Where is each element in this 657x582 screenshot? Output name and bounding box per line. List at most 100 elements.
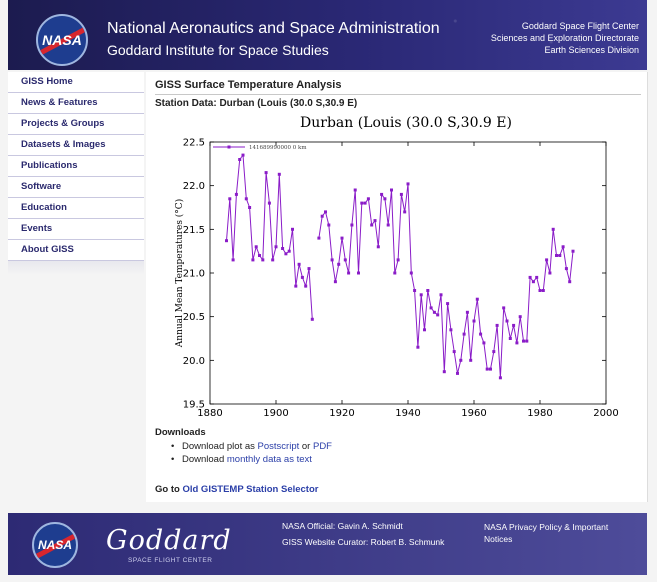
nasa-logo-icon[interactable]: NASA (36, 14, 88, 66)
data-point (304, 284, 308, 288)
data-point (548, 271, 552, 275)
x-tick-label: 1920 (329, 408, 354, 416)
monthly-data-link[interactable]: monthly data as text (226, 454, 312, 465)
agency-title[interactable]: National Aeronautics and Space Administr… (107, 20, 440, 37)
y-tick-label: 22.5 (183, 138, 205, 149)
download-plot-text: Download plot as (182, 441, 258, 452)
nav-item-education[interactable]: Education (8, 198, 144, 219)
x-tick-label: 1980 (527, 408, 552, 416)
header-right-line[interactable]: Earth Sciences Division (544, 45, 639, 55)
data-point (393, 271, 397, 275)
logo-text: NASA (42, 32, 82, 48)
nasa-official[interactable]: NASA Official: Gavin A. Schmidt (282, 521, 403, 531)
data-point (512, 323, 516, 327)
y-tick-label: 19.5 (183, 400, 205, 411)
data-point (419, 293, 423, 297)
data-point (535, 275, 539, 279)
title-divider (155, 94, 641, 95)
nav-item-software[interactable]: Software (8, 177, 144, 198)
data-point (525, 339, 529, 343)
nav-item-giss-home[interactable]: GISS Home (8, 72, 144, 93)
y-tick-label: 22.0 (183, 181, 205, 192)
downloads-list: Download plot as Postscript or PDF Downl… (171, 440, 332, 466)
nav-item-datasets-images[interactable]: Datasets & Images (8, 135, 144, 156)
postscript-link[interactable]: Postscript (257, 441, 300, 452)
goddard-logo-subtitle: SPACE FLIGHT CENTER (128, 557, 213, 564)
chart-legend: 141689990000 0 km (213, 145, 307, 151)
data-point (406, 182, 410, 186)
data-point (545, 258, 549, 262)
page-title: GISS Surface Temperature Analysis (155, 79, 342, 91)
data-point (251, 258, 255, 262)
data-point (390, 188, 393, 192)
data-point (564, 267, 568, 271)
data-point (531, 280, 535, 284)
y-tick-label: 20.5 (183, 312, 205, 323)
data-point (489, 367, 492, 371)
data-point (337, 262, 341, 266)
data-point (320, 214, 324, 218)
data-point (555, 254, 558, 257)
data-point (399, 192, 403, 196)
data-point (238, 158, 242, 161)
series-line (226, 153, 313, 320)
site-footer: NASA Goddard SPACE FLIGHT CENTER NASA Of… (8, 513, 647, 575)
downloads-heading: Downloads (155, 427, 206, 438)
data-point (396, 258, 400, 262)
website-curator[interactable]: GISS Website Curator: Robert B. Schmunk (282, 537, 445, 547)
x-tick-label: 1900 (263, 408, 288, 416)
data-point (479, 332, 483, 336)
nav-item-projects-groups[interactable]: Projects & Groups (8, 114, 144, 135)
data-point (561, 245, 565, 249)
data-point (274, 245, 278, 249)
data-point (469, 358, 473, 362)
header-right-line[interactable]: Sciences and Exploration Directorate (490, 33, 639, 43)
data-point (380, 192, 384, 196)
data-point (376, 245, 380, 249)
data-point (502, 306, 506, 310)
data-point (541, 289, 545, 292)
station-selector-link[interactable]: Old GISTEMP Station Selector (182, 484, 319, 495)
y-axis: 19.5 20.0 20.5 21.0 21.5 22.0 22.5 (183, 138, 606, 411)
goto-prefix: Go to (155, 484, 183, 495)
data-point (277, 172, 281, 176)
data-point (225, 239, 228, 243)
series-durban (225, 153, 575, 380)
data-point (416, 345, 420, 349)
header-starfield (8, 0, 647, 70)
nav-item-events[interactable]: Events (8, 219, 144, 240)
nav-item-publications[interactable]: Publications (8, 156, 144, 177)
nav-item-about-giss[interactable]: About GISS (8, 240, 144, 261)
temperature-chart: Durban (Louis (30.0 S,30.9 E) 19.5 20.0 20… (174, 115, 619, 416)
data-point (310, 317, 314, 321)
data-point (472, 319, 476, 323)
y-tick-label: 21.0 (183, 269, 205, 280)
institute-title[interactable]: Goddard Institute for Space Studies (107, 42, 329, 58)
data-point (436, 313, 440, 317)
data-point (350, 223, 354, 227)
chart-title: Durban (Louis (30.0 S,30.9 E) (300, 115, 512, 131)
data-point (518, 315, 522, 319)
nav-item-news-features[interactable]: News & Features (8, 93, 144, 114)
pdf-link[interactable]: PDF (312, 441, 332, 452)
data-point (300, 275, 304, 279)
data-point (347, 271, 351, 275)
data-point (522, 339, 525, 343)
data-point (413, 289, 417, 292)
data-point (551, 227, 555, 231)
data-point (568, 280, 572, 284)
privacy-policy-link[interactable]: NASA Privacy Policy & Important Notices (484, 522, 609, 544)
data-point (241, 153, 245, 157)
plot-frame (209, 141, 607, 405)
data-point (360, 201, 364, 205)
data-point (446, 302, 450, 306)
header-directorate-links: Goddard Space Flight Center Sciences and… (491, 20, 639, 56)
main-content: GISS Surface Temperature Analysis Statio… (146, 72, 648, 502)
header-right-line[interactable]: Goddard Space Flight Center (521, 21, 639, 31)
data-point (409, 271, 413, 275)
footer-nasa-logo-icon[interactable]: NASA (32, 522, 78, 568)
data-point (429, 306, 433, 310)
data-point (459, 358, 463, 362)
data-point (267, 201, 271, 205)
goddard-logo[interactable]: Goddard (106, 525, 232, 556)
